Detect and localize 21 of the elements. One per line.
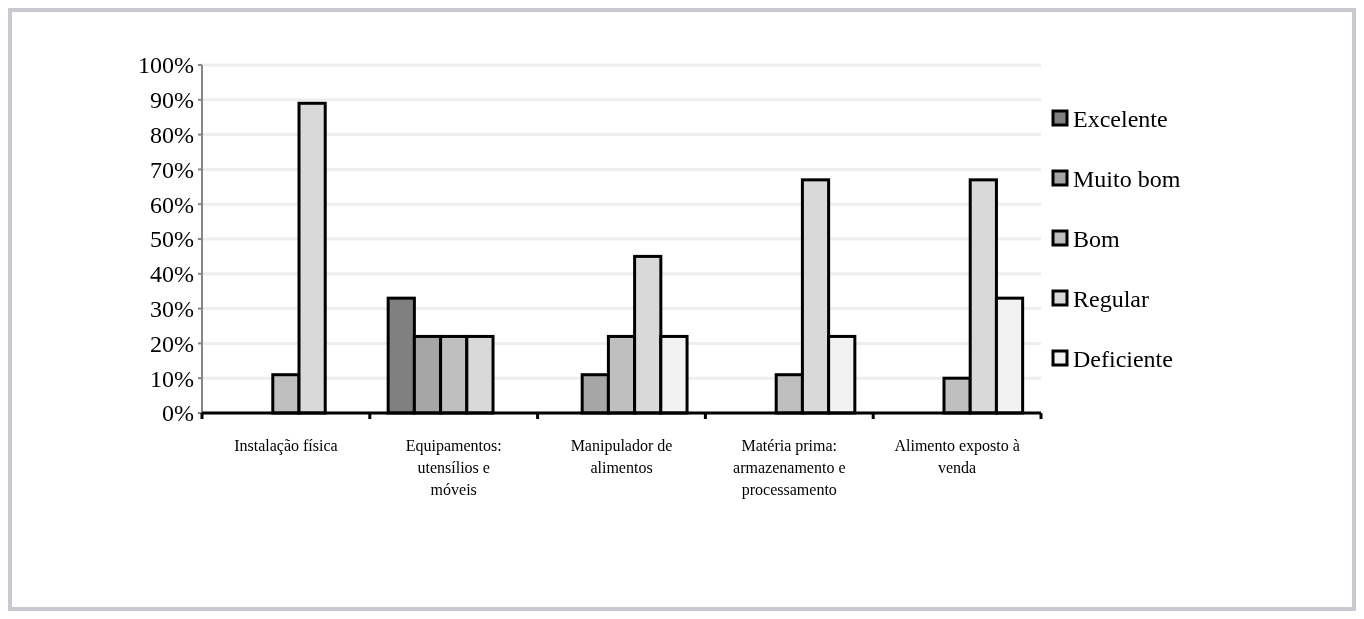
- x-tick-label: Instalação física: [234, 437, 338, 455]
- y-tick-label: 90%: [150, 87, 194, 114]
- x-tick-label: Alimento exposto à venda: [894, 437, 1020, 476]
- y-tick-label: 70%: [150, 156, 194, 183]
- y-tick-label: 60%: [150, 191, 194, 218]
- y-tick-label: 80%: [150, 122, 194, 148]
- x-tick-label: Manipulador de alimentos: [570, 437, 673, 476]
- y-tick-label: 0%: [162, 400, 194, 427]
- y-tick-label: 30%: [150, 296, 194, 322]
- y-tick-label: 10%: [150, 365, 194, 392]
- legend-label: Bom: [1073, 226, 1121, 253]
- y-tick-label: 20%: [150, 330, 194, 357]
- x-tick-label: Equipamentos: utensílios e móveis: [405, 437, 502, 498]
- x-tick-label: Matéria prima: armazenamento e processamento: [733, 437, 846, 499]
- y-tick-label: 50%: [150, 226, 194, 253]
- legend-label: Excelente: [1073, 106, 1168, 133]
- legend-label: Muito bom: [1073, 166, 1181, 193]
- y-tick-label: 40%: [150, 261, 194, 288]
- legend-label: Regular: [1073, 286, 1149, 313]
- y-tick-label: 100%: [138, 52, 194, 79]
- legend-label: Deficiente: [1073, 346, 1173, 373]
